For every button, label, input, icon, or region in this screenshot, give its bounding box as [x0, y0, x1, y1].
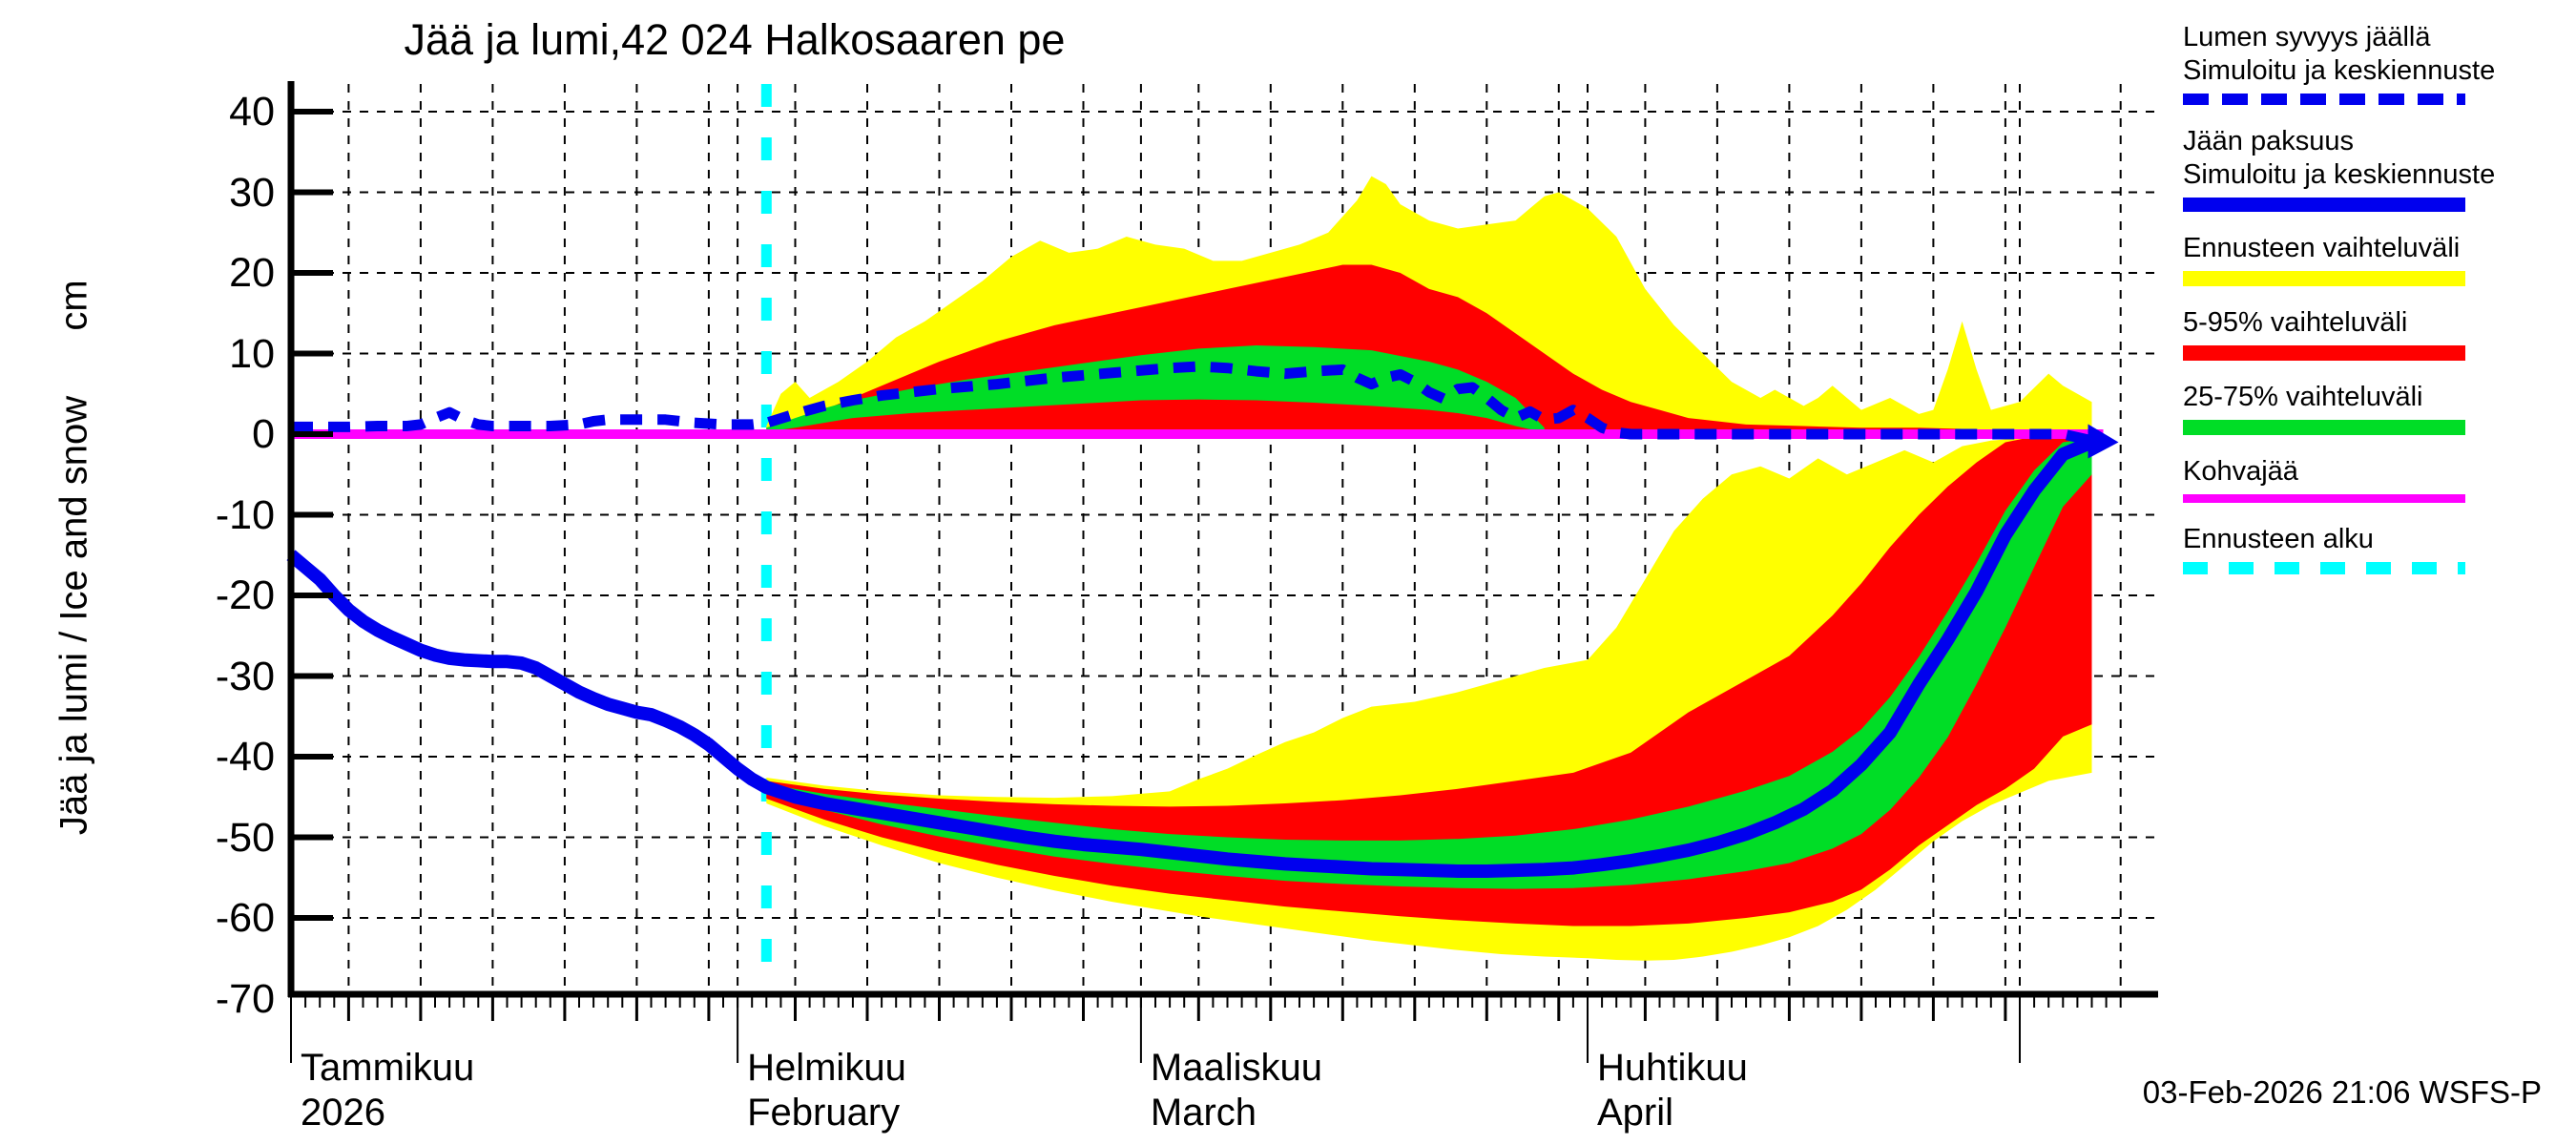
green-line-sample: [2183, 420, 2465, 435]
y-tick-label: 20: [229, 250, 275, 296]
legend-label: Simuloitu ja keskiennuste: [2183, 159, 2496, 190]
y-tick-label: 10: [229, 330, 275, 377]
y-axis-label: Jää ja lumi / Ice and snow: [52, 395, 95, 836]
legend-item: 5-95% vaihteluväli: [2183, 306, 2574, 361]
y-tick-label: -30: [215, 653, 275, 699]
y-axis-unit: cm: [52, 280, 95, 331]
y-tick-label: 30: [229, 169, 275, 216]
forecast-end-arrow: [2088, 424, 2119, 459]
timestamp-watermark: 03-Feb-2026 21:06 WSFS-P: [2142, 1074, 2542, 1110]
ice-thickness-median: [286, 435, 2095, 878]
month-label: Huhtikuu April: [1597, 1047, 1748, 1134]
cyan-line-sample: [2183, 562, 2465, 574]
y-tick-label: 40: [229, 89, 275, 135]
y-tick-label: -60: [215, 895, 275, 941]
legend-item: Ennusteen alku: [2183, 523, 2574, 574]
y-tick-label: -10: [215, 491, 275, 538]
legend-item: Jään paksuus Simuloitu ja keskiennuste: [2183, 125, 2574, 212]
legend-item: Ennusteen vaihteluväli: [2183, 232, 2574, 286]
snow-depth-median: [291, 361, 2093, 447]
month-label: Helmikuu February: [747, 1047, 906, 1134]
chart-title: Jää ja lumi,42 024 Halkosaaren pe: [404, 15, 1066, 64]
legend-item: Lumen syvyys jäällä Simuloitu ja keskienn…: [2183, 21, 2574, 105]
month-label: Tammikuu 2026: [301, 1047, 475, 1134]
magenta-line-sample: [2183, 494, 2465, 503]
red-line-sample: [2183, 345, 2465, 361]
legend: Lumen syvyys jäällä Simuloitu ja keskienn…: [2183, 21, 2574, 594]
legend-label: Ennusteen alku: [2183, 524, 2374, 554]
legend-label: Ennusteen vaihteluväli: [2183, 233, 2461, 263]
snow-25-75-band: [766, 345, 1545, 433]
legend-label: Lumen syvyys jäällä: [2183, 22, 2431, 52]
y-tick-label: -70: [215, 975, 275, 1022]
legend-item: Kohvajää: [2183, 455, 2574, 503]
y-tick-label: -40: [215, 734, 275, 780]
yellow-line-sample: [2183, 271, 2465, 286]
legend-item: 25-75% vaihteluväli: [2183, 381, 2574, 435]
month-label: Maaliskuu March: [1150, 1047, 1322, 1134]
y-tick-label: -20: [215, 572, 275, 618]
legend-label: Jään paksuus: [2183, 126, 2354, 156]
blue-line-sample: [2183, 198, 2465, 212]
legend-label: 25-75% vaihteluväli: [2183, 382, 2423, 412]
y-tick-label: 0: [252, 411, 275, 457]
legend-label: Kohvajää: [2183, 456, 2298, 487]
blue-line-sample: [2183, 94, 2465, 105]
y-tick-label: -50: [215, 814, 275, 861]
legend-label: Simuloitu ja keskiennuste: [2183, 55, 2496, 86]
legend-label: 5-95% vaihteluväli: [2183, 307, 2408, 338]
